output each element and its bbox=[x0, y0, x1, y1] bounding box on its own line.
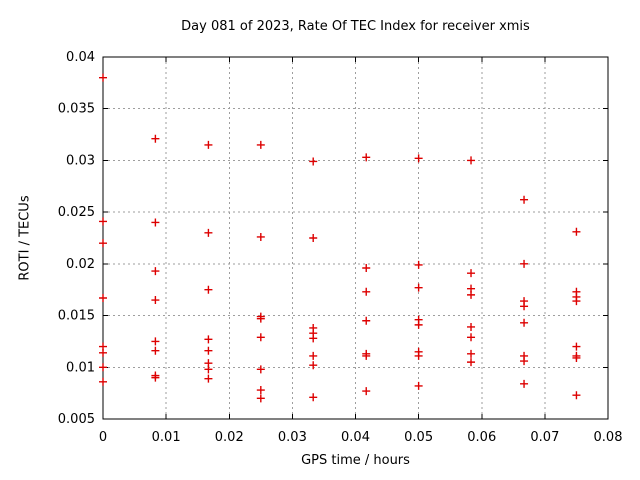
data-point bbox=[256, 140, 265, 149]
x-tick-label: 0.01 bbox=[152, 430, 181, 445]
data-point bbox=[572, 297, 581, 306]
data-point bbox=[151, 346, 160, 355]
data-point bbox=[204, 285, 213, 294]
data-point bbox=[256, 394, 265, 403]
x-tick-label: 0.06 bbox=[467, 430, 496, 445]
data-point bbox=[309, 234, 318, 242]
data-point bbox=[467, 358, 476, 367]
data-point bbox=[99, 239, 107, 248]
y-tick-label: 0.03 bbox=[66, 153, 95, 168]
x-tick-label: 0.08 bbox=[594, 430, 623, 445]
data-point bbox=[362, 387, 371, 396]
data-point bbox=[572, 353, 581, 362]
data-point bbox=[256, 386, 265, 395]
x-tick-label: 0.04 bbox=[341, 430, 370, 445]
data-point bbox=[99, 348, 107, 357]
y-tick-label: 0.025 bbox=[58, 205, 95, 220]
x-tick-label: 0 bbox=[99, 430, 107, 445]
data-point bbox=[467, 349, 476, 358]
data-point bbox=[520, 379, 529, 388]
data-point bbox=[204, 228, 213, 237]
y-tick-label: 0.04 bbox=[66, 50, 95, 65]
data-point bbox=[467, 269, 476, 278]
data-point bbox=[151, 373, 160, 382]
data-point bbox=[362, 287, 371, 296]
data-point bbox=[362, 316, 371, 325]
data-point bbox=[414, 351, 423, 360]
data-point bbox=[309, 351, 318, 360]
data-point bbox=[309, 393, 318, 402]
data-point bbox=[520, 195, 529, 204]
data-point bbox=[414, 320, 423, 329]
data-point bbox=[362, 153, 371, 162]
data-point bbox=[256, 232, 265, 241]
data-point bbox=[204, 365, 213, 374]
data-point bbox=[572, 342, 581, 351]
data-point bbox=[467, 333, 476, 342]
data-point bbox=[256, 333, 265, 342]
data-point bbox=[572, 391, 581, 400]
data-point bbox=[414, 283, 423, 292]
x-tick-label: 0.02 bbox=[215, 430, 244, 445]
tick-marks bbox=[102, 56, 609, 420]
y-tick-label: 0.015 bbox=[58, 309, 95, 324]
data-point bbox=[204, 335, 213, 344]
y-tick-label: 0.005 bbox=[58, 412, 95, 427]
data-point bbox=[151, 134, 160, 143]
data-point bbox=[362, 263, 371, 272]
data-point bbox=[520, 259, 529, 268]
grid-lines bbox=[103, 57, 608, 419]
y-tick-label: 0.02 bbox=[66, 257, 95, 272]
y-tick-label: 0.01 bbox=[66, 360, 95, 375]
data-point bbox=[99, 293, 107, 302]
data-point bbox=[572, 227, 581, 236]
data-point bbox=[520, 357, 529, 366]
tick-labels: 0 0.01 0.02 0.03 0.04 0.05 0.06 0.07 0.08 0.005 0.… bbox=[58, 50, 623, 445]
data-point bbox=[309, 334, 318, 343]
data-point bbox=[520, 318, 529, 327]
data-point bbox=[520, 302, 529, 311]
data-point bbox=[309, 361, 318, 370]
data-point bbox=[204, 374, 213, 383]
data-points bbox=[99, 73, 581, 403]
data-point bbox=[99, 363, 107, 372]
data-point bbox=[99, 73, 107, 82]
data-point bbox=[99, 377, 107, 386]
data-point bbox=[151, 218, 160, 227]
x-tick-label: 0.05 bbox=[404, 430, 433, 445]
x-tick-label: 0.07 bbox=[530, 430, 559, 445]
data-point bbox=[204, 140, 213, 149]
data-point bbox=[204, 346, 213, 355]
data-point bbox=[256, 365, 265, 374]
data-point bbox=[467, 290, 476, 299]
data-point bbox=[414, 260, 423, 269]
data-point bbox=[99, 217, 107, 226]
data-point bbox=[309, 157, 318, 166]
data-point bbox=[414, 154, 423, 163]
y-tick-label: 0.035 bbox=[58, 102, 95, 117]
data-point bbox=[467, 156, 476, 165]
data-point bbox=[151, 267, 160, 276]
data-point bbox=[362, 351, 371, 360]
data-point bbox=[256, 314, 265, 323]
data-point bbox=[414, 381, 423, 390]
data-point bbox=[151, 296, 160, 305]
x-tick-label: 0.03 bbox=[278, 430, 307, 445]
x-axis-label: GPS time / hours bbox=[301, 453, 410, 468]
data-point bbox=[151, 337, 160, 346]
data-point bbox=[467, 322, 476, 331]
chart-title: Day 081 of 2023, Rate Of TEC Index for r… bbox=[181, 19, 530, 34]
y-axis-label: ROTI / TECUs bbox=[17, 195, 33, 281]
